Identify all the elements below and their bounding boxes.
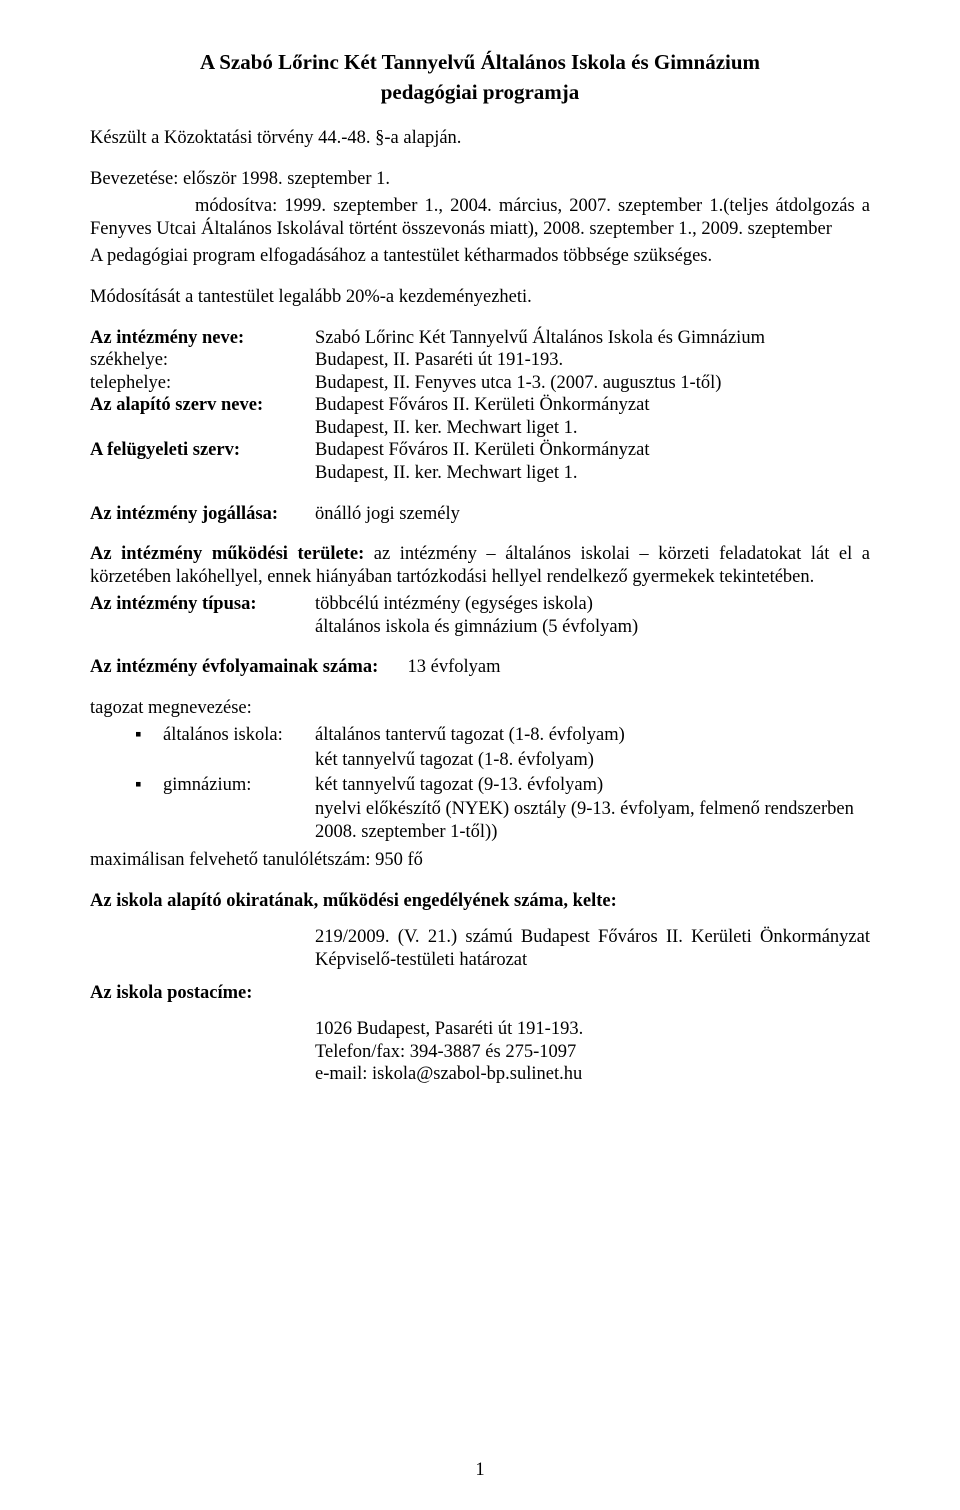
list-item: nyelvi előkészítő (NYEK) osztály (9-13. … <box>135 798 870 843</box>
postacim-line-3: e-mail: iskola@szabol-bp.sulinet.hu <box>315 1063 870 1086</box>
evfolyam-label: Az intézmény évfolyamainak száma: <box>90 657 378 677</box>
okirat-value: 219/2009. (V. 21.) számú Budapest Főváro… <box>315 926 870 971</box>
details-block: Az intézmény neve: Szabó Lőrinc Két Tann… <box>90 327 870 485</box>
telephely-value: Budapest, II. Fenyves utca 1-3. (2007. a… <box>315 372 870 395</box>
okirat-header: Az iskola alapító okiratának, működési e… <box>90 890 870 913</box>
modositas-paragraph: Módosítását a tantestület legalább 20%-a… <box>90 286 870 309</box>
title-line-2: pedagógiai programja <box>90 80 870 106</box>
intezmeny-neve-label: Az intézmény neve: <box>90 327 315 350</box>
felugyelet-label: A felügyeleti szerv: <box>90 439 315 462</box>
tipus-value-1: többcélú intézmény (egységes iskola) <box>315 593 870 616</box>
bullet-label-gimnazium: gimnázium: <box>163 774 315 797</box>
tagozat-list: ▪ általános iskola: általános tantervű t… <box>135 724 870 843</box>
postacim-line-1: 1026 Budapest, Pasaréti út 191-193. <box>315 1018 870 1041</box>
mukodesi-label: Az intézmény működési területe: <box>90 544 364 564</box>
list-item: ▪ gimnázium: két tannyelvű tagozat (9-13… <box>135 774 870 797</box>
modositva-paragraph: módosítva: 1999. szeptember 1., 2004. má… <box>90 195 870 240</box>
tagozat-header: tagozat megnevezése: <box>90 697 870 720</box>
alapito-value-1: Budapest Főváros II. Kerületi Önkormányz… <box>315 394 870 417</box>
bullet-value: két tannyelvű tagozat (9-13. évfolyam) <box>315 774 870 797</box>
felugyelet-value-1: Budapest Főváros II. Kerületi Önkormányz… <box>315 439 870 462</box>
bullet-label-altiskola: általános iskola: <box>163 724 315 747</box>
postacim-block: 1026 Budapest, Pasaréti út 191-193. Tele… <box>315 1018 870 1086</box>
modositva-text: módosítva: 1999. szeptember 1., 2004. má… <box>90 196 870 239</box>
telephely-label: telephelye: <box>90 372 315 395</box>
max-letszam: maximálisan felvehető tanulólétszám: 950… <box>90 849 870 872</box>
bullet-value: nyelvi előkészítő (NYEK) osztály (9-13. … <box>315 798 870 843</box>
page-number: 1 <box>0 1459 960 1482</box>
jogallas-label: Az intézmény jogállása: <box>90 503 315 526</box>
list-item: ▪ általános iskola: általános tantervű t… <box>135 724 870 747</box>
bullet-icon: ▪ <box>135 724 163 747</box>
title-line-1: A Szabó Lőrinc Két Tannyelvű Általános I… <box>90 50 870 76</box>
alapito-value-2: Budapest, II. ker. Mechwart liget 1. <box>315 417 870 440</box>
bullet-icon: ▪ <box>135 774 163 797</box>
szekhely-label: székhelye: <box>90 349 315 372</box>
szekhely-value: Budapest, II. Pasaréti út 191-193. <box>315 349 870 372</box>
jogallas-row: Az intézmény jogállása: önálló jogi szem… <box>90 503 870 526</box>
bullet-value: két tannyelvű tagozat (1-8. évfolyam) <box>315 749 870 772</box>
elfogadas-paragraph: A pedagógiai program elfogadásához a tan… <box>90 245 870 268</box>
evfolyam-value: 13 évfolyam <box>408 657 501 677</box>
mukodesi-paragraph: Az intézmény működési területe: az intéz… <box>90 543 870 588</box>
keszult-paragraph: Készült a Közoktatási törvény 44.-48. §-… <box>90 127 870 150</box>
bevezetes-line: Bevezetése: először 1998. szeptember 1. <box>90 168 870 191</box>
tipus-label: Az intézmény típusa: <box>90 593 315 616</box>
document-title: A Szabó Lőrinc Két Tannyelvű Általános I… <box>90 50 870 105</box>
bevezetes-text: Bevezetése: először 1998. szeptember 1. <box>90 168 390 191</box>
postacim-line-2: Telefon/fax: 394-3887 és 275-1097 <box>315 1041 870 1064</box>
bullet-value: általános tantervű tagozat (1-8. évfolya… <box>315 724 870 747</box>
jogallas-value: önálló jogi személy <box>315 503 870 526</box>
felugyelet-value-2: Budapest, II. ker. Mechwart liget 1. <box>315 462 870 485</box>
list-item: két tannyelvű tagozat (1-8. évfolyam) <box>135 749 870 772</box>
intezmeny-neve-value: Szabó Lőrinc Két Tannyelvű Általános Isk… <box>315 327 870 350</box>
evfolyam-row: Az intézmény évfolyamainak száma: 13 évf… <box>90 656 870 679</box>
tipus-row: Az intézmény típusa: többcélú intézmény … <box>90 593 870 616</box>
tipus-value-2: általános iskola és gimnázium (5 évfolya… <box>315 616 870 639</box>
alapito-label: Az alapító szerv neve: <box>90 394 315 417</box>
postacim-label: Az iskola postacíme: <box>90 982 870 1005</box>
